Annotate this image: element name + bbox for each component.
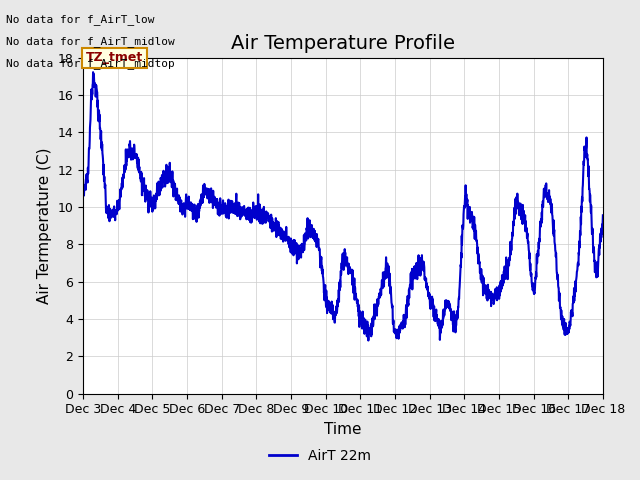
Title: Air Temperature Profile: Air Temperature Profile	[231, 34, 455, 53]
X-axis label: Time: Time	[324, 422, 362, 437]
Text: No data for f_AirT_low: No data for f_AirT_low	[6, 14, 155, 25]
Y-axis label: Air Termperature (C): Air Termperature (C)	[37, 147, 52, 304]
Text: No data for f_AirT_midlow: No data for f_AirT_midlow	[6, 36, 175, 47]
Text: TZ_tmet: TZ_tmet	[86, 51, 143, 64]
Legend: AirT 22m: AirT 22m	[264, 443, 376, 468]
Text: No data for f_AirT_midtop: No data for f_AirT_midtop	[6, 58, 175, 69]
